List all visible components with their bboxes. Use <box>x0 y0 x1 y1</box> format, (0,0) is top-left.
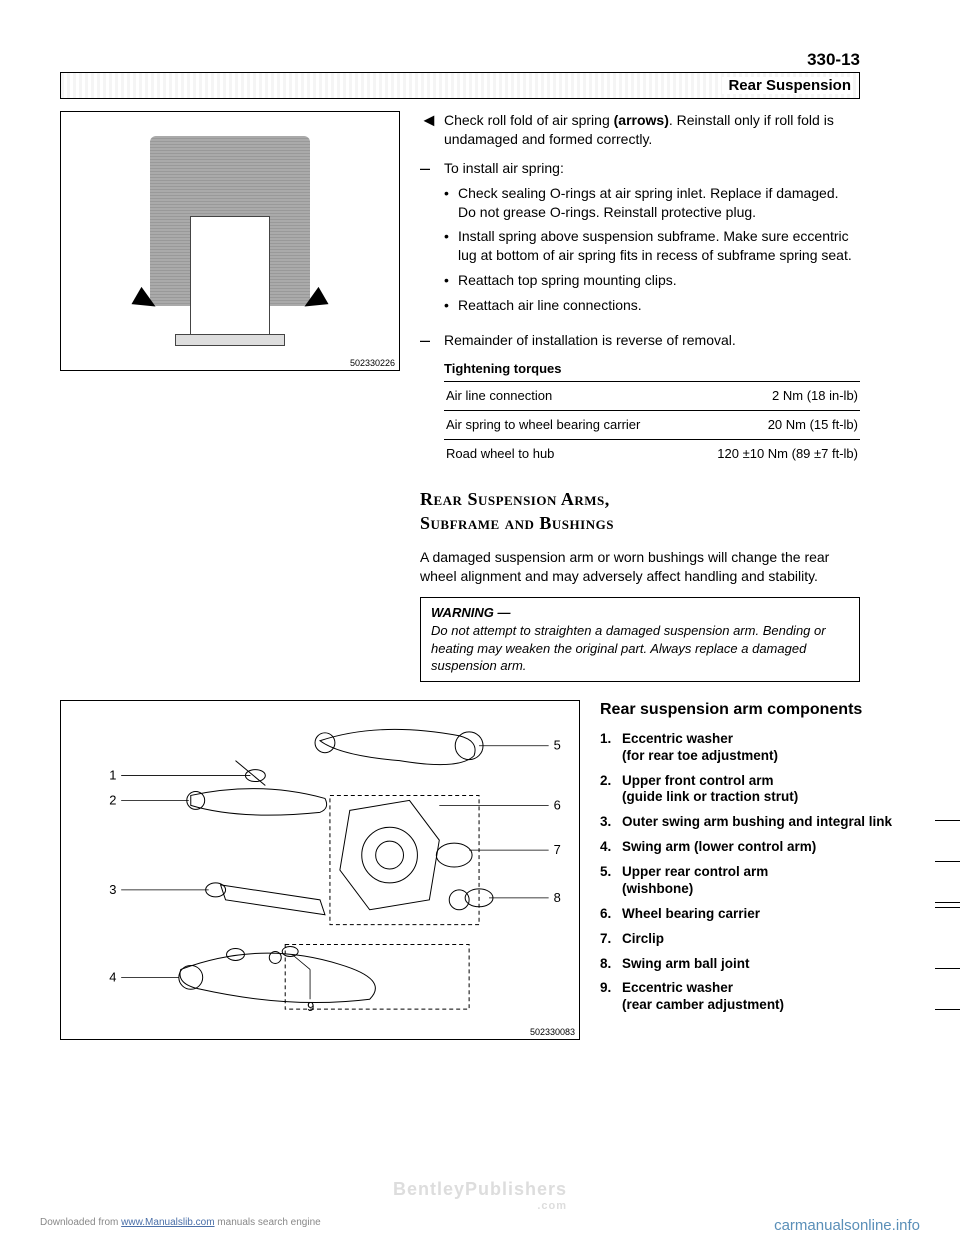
item-num: 4. <box>600 839 622 856</box>
step-text: Check roll fold of air spring (arrows). … <box>444 111 860 149</box>
callout-7: 7 <box>554 842 561 857</box>
list-item: 8.Swing arm ball joint <box>600 956 900 973</box>
callout-9: 9 <box>307 999 314 1014</box>
heading-line: Rear Suspension Arms, <box>420 489 610 509</box>
step-intro: To install air spring: <box>444 159 860 178</box>
cell: Air spring to wheel bearing carrier <box>444 411 685 440</box>
item-label: Eccentric washer <box>622 980 733 995</box>
step-text: Remainder of installation is reverse of … <box>444 331 860 350</box>
components-title: Rear suspension arm components <box>600 700 900 719</box>
item-num: 3. <box>600 814 622 831</box>
callout-5: 5 <box>554 737 561 752</box>
list-item: 2.Upper front control arm(guide link or … <box>600 773 900 807</box>
footer-left: Downloaded from www.Manualslib.com manua… <box>40 1217 321 1234</box>
list-item: 6.Wheel bearing carrier <box>600 906 900 923</box>
watermark-sub: .com <box>393 1200 567 1212</box>
cell: 120 ±10 Nm (89 ±7 ft-lb) <box>685 439 860 467</box>
table-row: Air spring to wheel bearing carrier20 Nm… <box>444 411 860 440</box>
text: manuals search engine <box>215 1217 321 1228</box>
footer-right-link[interactable]: carmanualsonline.info <box>774 1217 920 1234</box>
item-sub: (wishbone) <box>622 881 693 896</box>
figure-id: 502330226 <box>350 358 395 368</box>
list-item: Install spring above suspension subframe… <box>444 227 860 265</box>
footer: Downloaded from www.Manualslib.com manua… <box>0 1217 960 1234</box>
callout-6: 6 <box>554 797 561 812</box>
item-num: 2. <box>600 773 622 807</box>
step-marker: – <box>420 331 444 350</box>
section-header: Rear Suspension <box>60 72 860 99</box>
step-marker: – <box>420 159 444 321</box>
item-label: Upper rear control arm <box>622 864 768 879</box>
callout-1: 1 <box>109 767 116 782</box>
callout-8: 8 <box>554 889 561 904</box>
watermark: BentleyPublishers .com <box>393 1179 567 1212</box>
bullet-list: Check sealing O-rings at air spring inle… <box>444 184 860 315</box>
watermark-text: BentleyPublishers <box>393 1179 567 1199</box>
page-number: 330-13 <box>60 50 860 70</box>
list-item: 7.Circlip <box>600 931 900 948</box>
heading-line: Subframe and Bushings <box>420 513 614 533</box>
section-heading: Rear Suspension Arms, Subframe and Bushi… <box>420 487 860 536</box>
warning-title: WARNING — <box>431 605 510 620</box>
manualslib-link[interactable]: www.Manualslib.com <box>121 1217 214 1228</box>
item-label: Eccentric washer <box>622 731 733 746</box>
list-item: 9.Eccentric washer (rear camber adjustmen… <box>600 980 900 1014</box>
figure-id: 502330083 <box>530 1027 575 1037</box>
components-list: 1.Eccentric washer(for rear toe adjustme… <box>600 731 900 1014</box>
callout-2: 2 <box>109 792 116 807</box>
item-label: Swing arm (lower control arm) <box>622 839 816 856</box>
item-label: Wheel bearing carrier <box>622 906 760 923</box>
callout-3: 3 <box>109 882 116 897</box>
paragraph: A damaged suspension arm or worn bushing… <box>420 548 860 586</box>
text: Check roll fold of air spring <box>444 112 614 128</box>
list-item: 3.Outer swing arm bushing and integral l… <box>600 814 900 831</box>
item-label: Upper front control arm <box>622 773 774 788</box>
list-item: 1.Eccentric washer (for rear toe adjustme… <box>600 731 900 765</box>
item-num: 8. <box>600 956 622 973</box>
step-marker: ◄ <box>420 111 444 149</box>
item-label: Swing arm ball joint <box>622 956 750 973</box>
list-item: Reattach air line connections. <box>444 296 860 315</box>
item-sub: (guide link or traction strut) <box>622 789 798 804</box>
table-row: Air line connection2 Nm (18 in-lb) <box>444 382 860 411</box>
cell: Air line connection <box>444 382 685 411</box>
section-header-text: Rear Suspension <box>722 77 851 94</box>
page-edge-marks <box>930 820 960 1050</box>
cell: 20 Nm (15 ft-lb) <box>685 411 860 440</box>
list-item: Reattach top spring mounting clips. <box>444 271 860 290</box>
list-item: Check sealing O-rings at air spring inle… <box>444 184 860 222</box>
table-row: Road wheel to hub120 ±10 Nm (89 ±7 ft-lb… <box>444 439 860 467</box>
item-sub: (rear camber adjustment) <box>622 997 784 1012</box>
item-label: Outer swing arm bushing and integral lin… <box>622 814 892 831</box>
warning-box: WARNING — Do not attempt to straighten a… <box>420 597 860 681</box>
warning-body: Do not attempt to straighten a damaged s… <box>431 623 826 673</box>
item-num: 6. <box>600 906 622 923</box>
item-sub: (for rear toe adjustment) <box>622 748 778 763</box>
text-bold: (arrows) <box>614 112 669 128</box>
list-item: 4.Swing arm (lower control arm) <box>600 839 900 856</box>
figure-air-spring: 502330226 <box>60 111 400 371</box>
cell: 2 Nm (18 in-lb) <box>685 382 860 411</box>
torque-table: Air line connection2 Nm (18 in-lb) Air s… <box>444 381 860 467</box>
text: Downloaded from <box>40 1217 121 1228</box>
cell: Road wheel to hub <box>444 439 685 467</box>
item-label: Circlip <box>622 931 664 948</box>
item-num: 1. <box>600 731 622 765</box>
figure-suspension-components: 1 2 3 4 5 6 7 8 9 502330083 <box>60 700 580 1040</box>
item-num: 7. <box>600 931 622 948</box>
item-num: 9. <box>600 980 622 1014</box>
callout-4: 4 <box>109 969 116 984</box>
list-item: 5.Upper rear control arm (wishbone) <box>600 864 900 898</box>
torque-title: Tightening torques <box>444 360 860 378</box>
item-num: 5. <box>600 864 622 898</box>
